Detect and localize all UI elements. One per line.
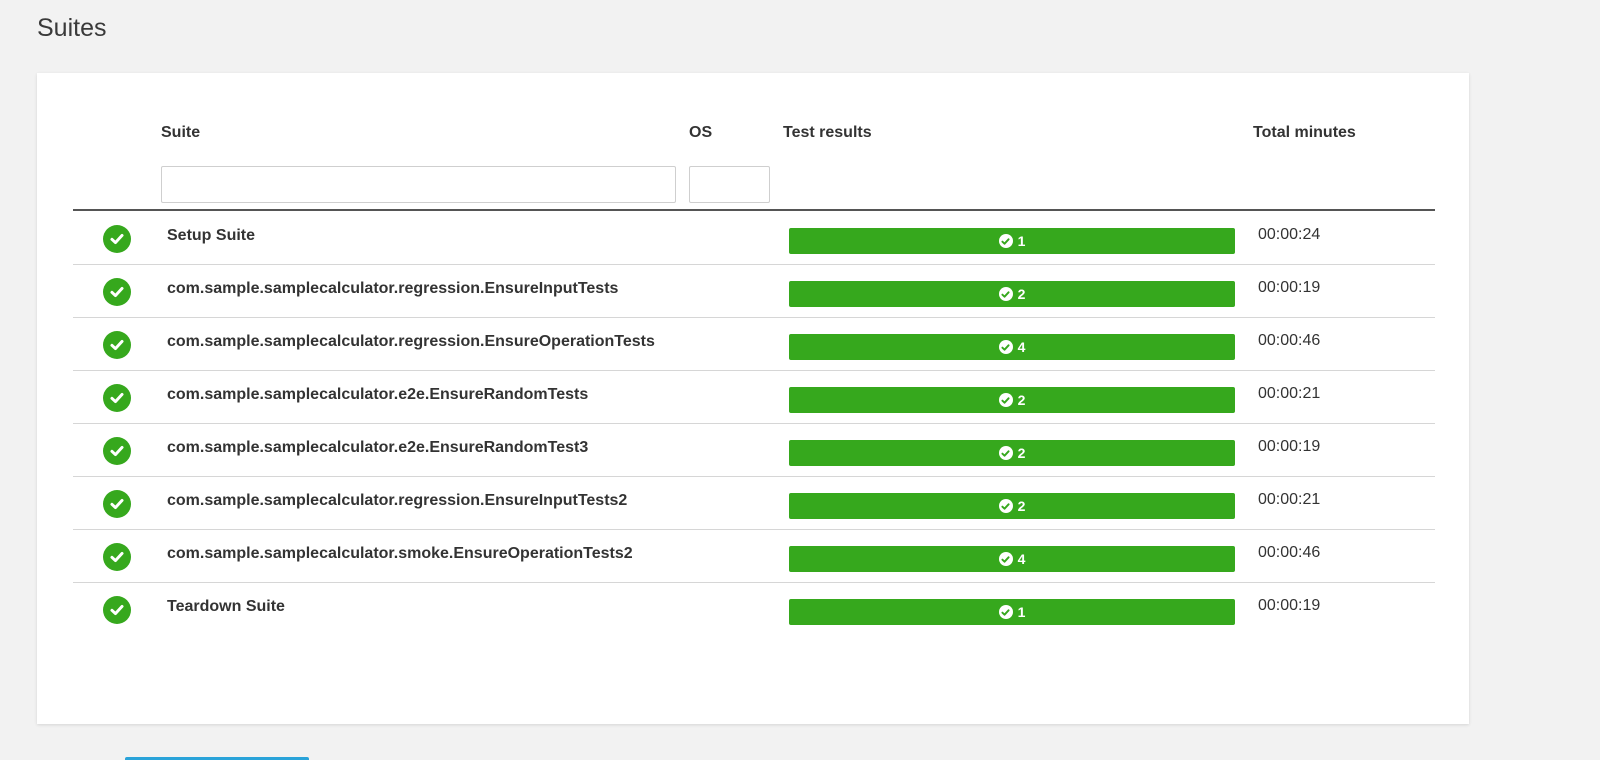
total-minutes: 00:00:19	[1258, 279, 1321, 296]
passed-count: 4	[1017, 551, 1026, 567]
table-row[interactable]: com.sample.samplecalculator.regression.E…	[73, 265, 1435, 318]
passed-count: 2	[1017, 445, 1026, 461]
total-minutes: 00:00:21	[1258, 385, 1321, 402]
total-minutes: 00:00:19	[1258, 438, 1321, 455]
check-circle-icon	[103, 331, 131, 359]
row-divider	[73, 423, 1435, 424]
check-circle-icon	[103, 384, 131, 412]
suite-name[interactable]: com.sample.samplecalculator.regression.E…	[167, 333, 655, 350]
table-row[interactable]: com.sample.samplecalculator.e2e.EnsureRa…	[73, 371, 1435, 424]
total-minutes: 00:00:46	[1258, 332, 1321, 349]
passed-count: 1	[1017, 604, 1026, 620]
check-circle-icon	[103, 437, 131, 465]
row-divider	[73, 317, 1435, 318]
suite-name[interactable]: com.sample.samplecalculator.e2e.EnsureRa…	[167, 386, 589, 403]
test-results-bar[interactable]: 1	[789, 228, 1235, 254]
row-divider	[73, 476, 1435, 477]
check-circle-icon	[103, 278, 131, 306]
passed-count: 4	[1017, 339, 1026, 355]
passed-count: 2	[1017, 286, 1026, 302]
check-circle-icon	[998, 393, 1013, 407]
table-row[interactable]: com.sample.samplecalculator.regression.E…	[73, 477, 1435, 530]
suite-name[interactable]: com.sample.samplecalculator.regression.E…	[167, 280, 619, 297]
check-circle-icon	[998, 287, 1013, 301]
row-divider	[73, 264, 1435, 265]
check-circle-icon	[998, 552, 1013, 566]
column-header-suite[interactable]: Suite	[161, 124, 201, 141]
check-circle-icon	[998, 605, 1013, 619]
column-header-test-results[interactable]: Test results	[783, 124, 872, 141]
suite-name[interactable]: com.sample.samplecalculator.e2e.EnsureRa…	[167, 439, 589, 456]
check-circle-icon	[103, 490, 131, 518]
test-results-bar[interactable]: 2	[789, 440, 1235, 466]
check-circle-icon	[103, 596, 131, 624]
total-minutes: 00:00:24	[1258, 226, 1321, 243]
suite-name[interactable]: Teardown Suite	[167, 598, 285, 615]
total-minutes: 00:00:46	[1258, 544, 1321, 561]
passed-count: 2	[1017, 498, 1026, 514]
passed-count: 1	[1017, 233, 1026, 249]
table-row[interactable]: com.sample.samplecalculator.smoke.Ensure…	[73, 530, 1435, 583]
check-circle-icon	[998, 234, 1013, 248]
row-divider	[73, 582, 1435, 583]
table-row[interactable]: com.sample.samplecalculator.regression.E…	[73, 318, 1435, 371]
check-circle-icon	[103, 225, 131, 253]
column-header-total-minutes[interactable]: Total minutes	[1253, 124, 1356, 141]
test-results-bar[interactable]: 1	[789, 599, 1235, 625]
table-row[interactable]: com.sample.samplecalculator.e2e.EnsureRa…	[73, 424, 1435, 477]
suite-name[interactable]: com.sample.samplecalculator.regression.E…	[167, 492, 628, 509]
check-circle-icon	[998, 499, 1013, 513]
test-results-bar[interactable]: 2	[789, 281, 1235, 307]
header-divider	[73, 209, 1435, 211]
table-row[interactable]: Teardown Suite 1 00:00:19	[73, 583, 1435, 636]
os-filter-input[interactable]	[689, 166, 770, 203]
column-header-os[interactable]: OS	[689, 124, 713, 141]
test-results-bar[interactable]: 4	[789, 546, 1235, 572]
check-circle-icon	[998, 446, 1013, 460]
test-results-bar[interactable]: 2	[789, 387, 1235, 413]
page-title: Suites	[37, 14, 107, 42]
passed-count: 2	[1017, 392, 1026, 408]
row-divider	[73, 529, 1435, 530]
total-minutes: 00:00:21	[1258, 491, 1321, 508]
test-results-bar[interactable]: 2	[789, 493, 1235, 519]
suite-name[interactable]: com.sample.samplecalculator.smoke.Ensure…	[167, 545, 633, 562]
suite-name[interactable]: Setup Suite	[167, 227, 256, 244]
check-circle-icon	[103, 543, 131, 571]
test-results-bar[interactable]: 4	[789, 334, 1235, 360]
row-divider	[73, 370, 1435, 371]
check-circle-icon	[998, 340, 1013, 354]
total-minutes: 00:00:19	[1258, 597, 1321, 614]
suite-filter-input[interactable]	[161, 166, 676, 203]
table-row[interactable]: Setup Suite 1 00:00:24	[73, 212, 1435, 265]
